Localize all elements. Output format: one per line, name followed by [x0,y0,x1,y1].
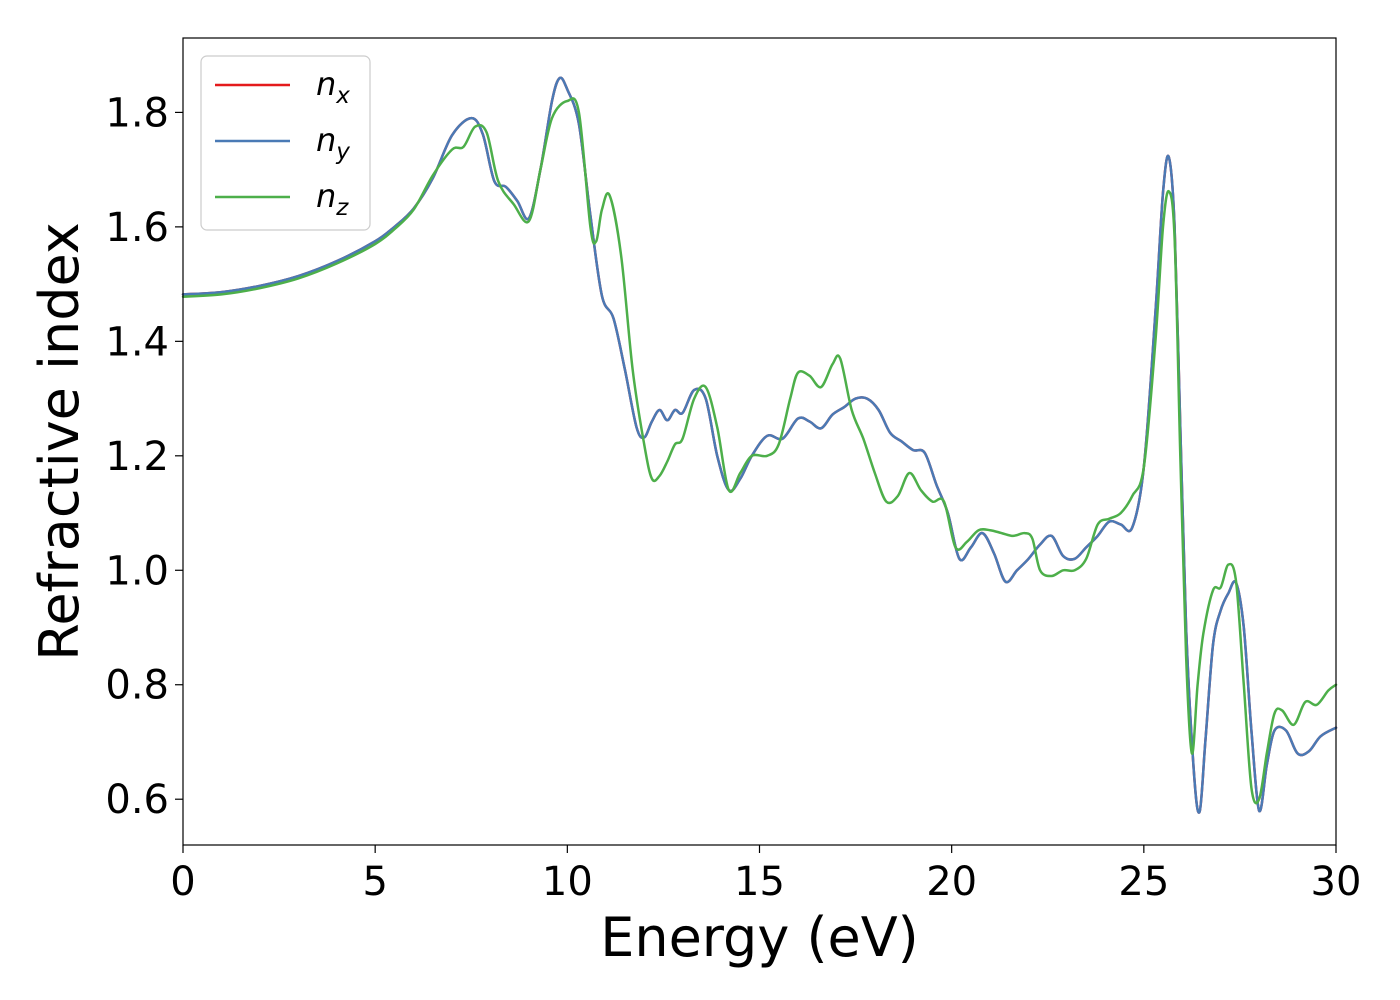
legend-label-ny: ny [316,121,350,165]
legend-box [200,55,371,231]
y-axis: 0.6 0.8 1.0 1.2 1.4 1.6 1.8 [105,90,183,823]
x-tick-label: 0 [170,859,195,905]
y-axis-label: Refractive index [28,222,91,661]
x-tick-label: 25 [1118,859,1169,905]
y-tick-label: 1.6 [105,205,169,251]
y-tick-label: 1.0 [105,548,169,594]
legend-label-nx: nx [316,65,350,109]
legend: nx ny nz [200,55,371,231]
x-axis: 0 5 10 15 20 25 30 [170,845,1361,905]
x-tick-label: 30 [1311,859,1362,905]
y-tick-label: 0.8 [105,663,169,709]
x-tick-label: 5 [362,859,387,905]
legend-label-nz: nz [316,177,349,221]
y-tick-label: 0.6 [105,777,169,823]
x-tick-label: 10 [542,859,593,905]
y-tick-label: 1.4 [105,319,169,365]
y-tick-label: 1.8 [105,90,169,136]
x-tick-label: 15 [734,859,785,905]
y-tick-label: 1.2 [105,434,169,480]
series-layer [181,76,1338,814]
x-axis-label: Energy (eV) [600,906,919,969]
series-line-nz [181,97,1338,805]
x-tick-label: 20 [926,859,977,905]
